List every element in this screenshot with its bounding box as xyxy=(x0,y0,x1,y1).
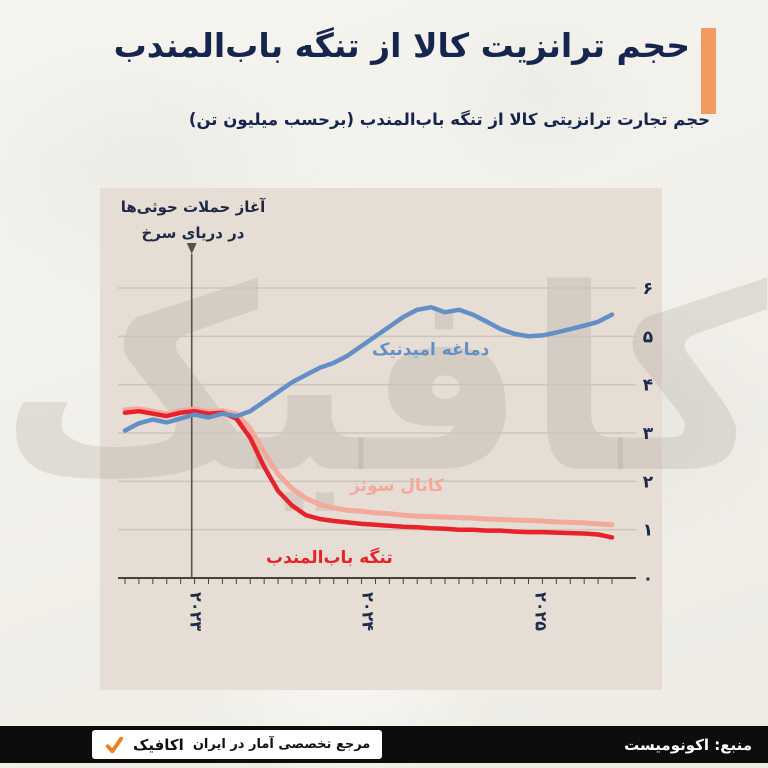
houthi-attacks-annotation: آغاز حملات حوثی‌ها در دریای سرخ xyxy=(108,194,278,247)
page-subtitle: حجم تجارت ترانزیتی کالا از تنگه باب‌المن… xyxy=(188,110,710,129)
series-label-suez-canal: کانال سوئز xyxy=(350,476,445,496)
svg-text:۲: ۲ xyxy=(643,472,654,492)
svg-text:۰: ۰ xyxy=(643,569,653,589)
series-label-cape-of-good-hope: دماغه امیدنیک xyxy=(372,340,490,360)
page-title: حجم ترانزیت کالا از تنگه باب‌المندب xyxy=(113,26,690,65)
svg-text:۳: ۳ xyxy=(643,424,654,444)
source-credit: منبع: اکونومیست xyxy=(624,735,752,754)
svg-text:۶: ۶ xyxy=(643,279,653,299)
footer-bar: منبع: اکونومیست مرجع تخصصی آمار در ایران… xyxy=(0,726,768,763)
svg-text:۲۰۲۴: ۲۰۲۴ xyxy=(359,592,378,631)
svg-text:۴: ۴ xyxy=(643,376,653,396)
svg-text:۲۰۲۵: ۲۰۲۵ xyxy=(531,592,550,631)
brand-box: مرجع تخصصی آمار در ایران اکافیک xyxy=(92,730,383,759)
brand-tagline: مرجع تخصصی آمار در ایران xyxy=(192,737,371,752)
chart-panel-bg xyxy=(100,188,662,690)
title-accent-bar xyxy=(701,28,716,114)
svg-text:۲۰۲۳: ۲۰۲۳ xyxy=(187,592,206,631)
svg-text:۵: ۵ xyxy=(643,327,653,347)
brand-name: اکافیک xyxy=(133,735,184,754)
chart-panel: ۰ ۱ ۲ ۳ ۴ ۵ ۶ ۲۰۲۳ ۲۰۲۴ ۲۰۲۵ آغاز حملات حوثی‌ها د… xyxy=(100,188,662,690)
brand-check-icon xyxy=(105,736,124,753)
series-label-bab-el-mandeb: تنگه باب‌المندب xyxy=(266,548,393,568)
annotation-line2: در دریای سرخ xyxy=(141,224,245,243)
svg-text:۱: ۱ xyxy=(643,521,653,541)
transit-volume-chart: ۰ ۱ ۲ ۳ ۴ ۵ ۶ ۲۰۲۳ ۲۰۲۴ ۲۰۲۵ xyxy=(118,243,654,631)
annotation-line1: آغاز حملات حوثی‌ها xyxy=(120,198,266,216)
